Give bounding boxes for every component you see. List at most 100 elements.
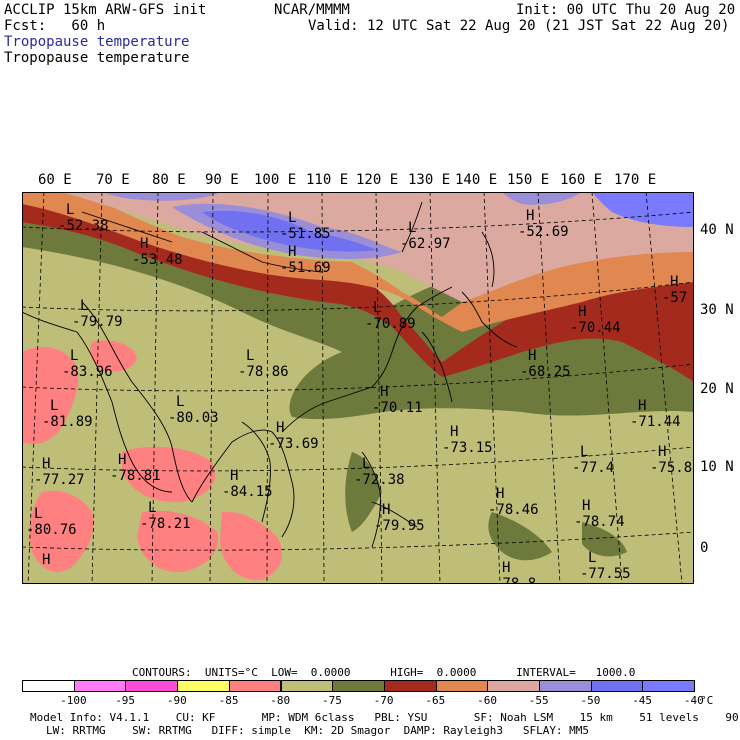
marker-value: -73.69 <box>268 436 319 452</box>
high-marker: H <box>276 420 284 436</box>
center-label: NCAR/MMMM <box>274 2 350 18</box>
longitude-label: 170 E <box>614 172 657 188</box>
high-marker: H <box>230 468 238 484</box>
low-marker: L <box>176 394 184 410</box>
legend-swatch <box>332 680 385 692</box>
longitude-label: 150 E <box>507 172 550 188</box>
legend-tick-label: -100 <box>60 694 87 707</box>
high-marker: H <box>288 244 296 260</box>
legend-swatch <box>642 680 696 692</box>
marker-value: -77.4 <box>572 460 614 476</box>
marker-value: -79.95 <box>374 518 425 534</box>
high-marker: H <box>638 398 646 414</box>
legend-swatch <box>280 680 334 692</box>
latitude-label: 0 <box>700 540 709 556</box>
latitude-label: 10 N <box>700 459 734 475</box>
tropopause-temperature-map: L-52.38 L-51.85H-53.48 H-51.69L-62.97H-52.… <box>22 192 694 584</box>
low-marker: L <box>70 348 78 364</box>
high-marker: H <box>496 486 504 502</box>
marker-value: -53.48 <box>132 252 183 268</box>
longitude-label: 110 E <box>306 172 349 188</box>
longitude-label: 90 E <box>205 172 239 188</box>
high-marker: H <box>578 304 586 320</box>
field-name-1: Tropopause temperature <box>4 34 190 50</box>
marker-value: -51.69 <box>280 260 331 276</box>
high-marker: H <box>140 236 148 252</box>
marker-value: -78.81 <box>110 468 161 484</box>
marker-value: -80.76 <box>26 522 77 538</box>
marker-value: -52.38 <box>58 218 109 234</box>
low-marker: L <box>66 202 74 218</box>
longitude-label: 70 E <box>96 172 130 188</box>
latitude-label: 20 N <box>700 381 734 397</box>
high-marker: H <box>450 424 458 440</box>
marker-value: -57 <box>662 290 687 306</box>
legend-swatch <box>487 680 540 692</box>
high-marker: H <box>42 552 50 568</box>
longitude-label: 130 E <box>408 172 451 188</box>
low-marker: L <box>588 550 596 566</box>
longitude-label: 100 E <box>254 172 297 188</box>
legend-tick-label: °C <box>700 694 714 707</box>
model-info-line2: LW: RRTMG SW: RRTMG DIFF: simple KM: 2D … <box>46 724 590 737</box>
legend-tick-label: -95 <box>115 694 136 707</box>
marker-value: -78.21 <box>140 516 191 532</box>
high-marker: H <box>382 502 390 518</box>
high-marker: H <box>528 348 536 364</box>
marker-value: -78.74 <box>574 514 625 530</box>
legend-swatch <box>383 680 437 692</box>
low-marker: L <box>373 300 381 316</box>
legend-tick-label: -90 <box>166 694 187 707</box>
legend-tick-label: -70 <box>373 694 394 707</box>
legend-swatch <box>435 680 489 692</box>
marker-value: -70.89 <box>365 316 416 332</box>
low-marker: L <box>148 500 156 516</box>
marker-value: -84.15 <box>222 484 273 500</box>
marker-value: -70.44 <box>570 320 621 336</box>
longitude-label: 80 E <box>152 172 186 188</box>
forecast-hour: Fcst: 60 h <box>4 18 106 34</box>
high-marker: H <box>670 274 678 290</box>
legend-swatch <box>177 680 230 692</box>
model-info-line1: Model Info: V4.1.1 CU: KF MP: WDM 6class… <box>30 711 740 724</box>
marker-value: -78.86 <box>238 364 289 380</box>
legend-tick-label: -60 <box>477 694 497 707</box>
marker-value: -71.44 <box>630 414 681 430</box>
marker-value: -70.11 <box>372 400 423 416</box>
high-marker: H <box>582 498 590 514</box>
legend-swatch <box>125 680 179 692</box>
low-marker: L <box>246 348 254 364</box>
low-marker: L <box>50 398 58 414</box>
legend-tick-label: -50 <box>580 694 601 707</box>
low-marker: L <box>408 220 416 236</box>
legend-tick-label: -40 <box>683 694 704 707</box>
marker-value: -78.8 <box>494 576 536 584</box>
field-name-2: Tropopause temperature <box>4 50 190 66</box>
legend-tick-label: -85 <box>218 694 239 707</box>
marker-value: -73.15 <box>442 440 493 456</box>
longitude-label: 160 E <box>560 172 603 188</box>
legend-swatch <box>22 680 75 692</box>
longitude-label: 60 E <box>38 172 72 188</box>
legend-swatch <box>590 680 644 692</box>
high-marker: H <box>658 444 666 460</box>
legend-tick-label: -80 <box>270 694 291 707</box>
latitude-label: 30 N <box>700 302 734 318</box>
longitude-label: 140 E <box>455 172 498 188</box>
marker-value: -81.89 <box>42 414 93 430</box>
legend-tick-label: -55 <box>528 694 549 707</box>
legend-swatch <box>73 680 127 692</box>
legend-tick-label: -65 <box>425 694 446 707</box>
init-time: Init: 00 UTC Thu 20 Aug 20 <box>516 2 736 18</box>
low-marker: L <box>34 506 42 522</box>
marker-value: -51.85 <box>280 226 331 242</box>
model-title: ACCLIP 15km ARW-GFS init <box>4 2 207 18</box>
legend-tick-label: -45 <box>632 694 653 707</box>
legend-swatch <box>539 680 592 692</box>
marker-value: -77.55 <box>580 566 631 582</box>
marker-value: -72.38 <box>354 472 405 488</box>
legend-tick-label: -75 <box>322 694 342 707</box>
marker-value: -68.25 <box>520 364 571 380</box>
high-marker: H <box>502 560 510 576</box>
low-marker: L <box>362 456 370 472</box>
